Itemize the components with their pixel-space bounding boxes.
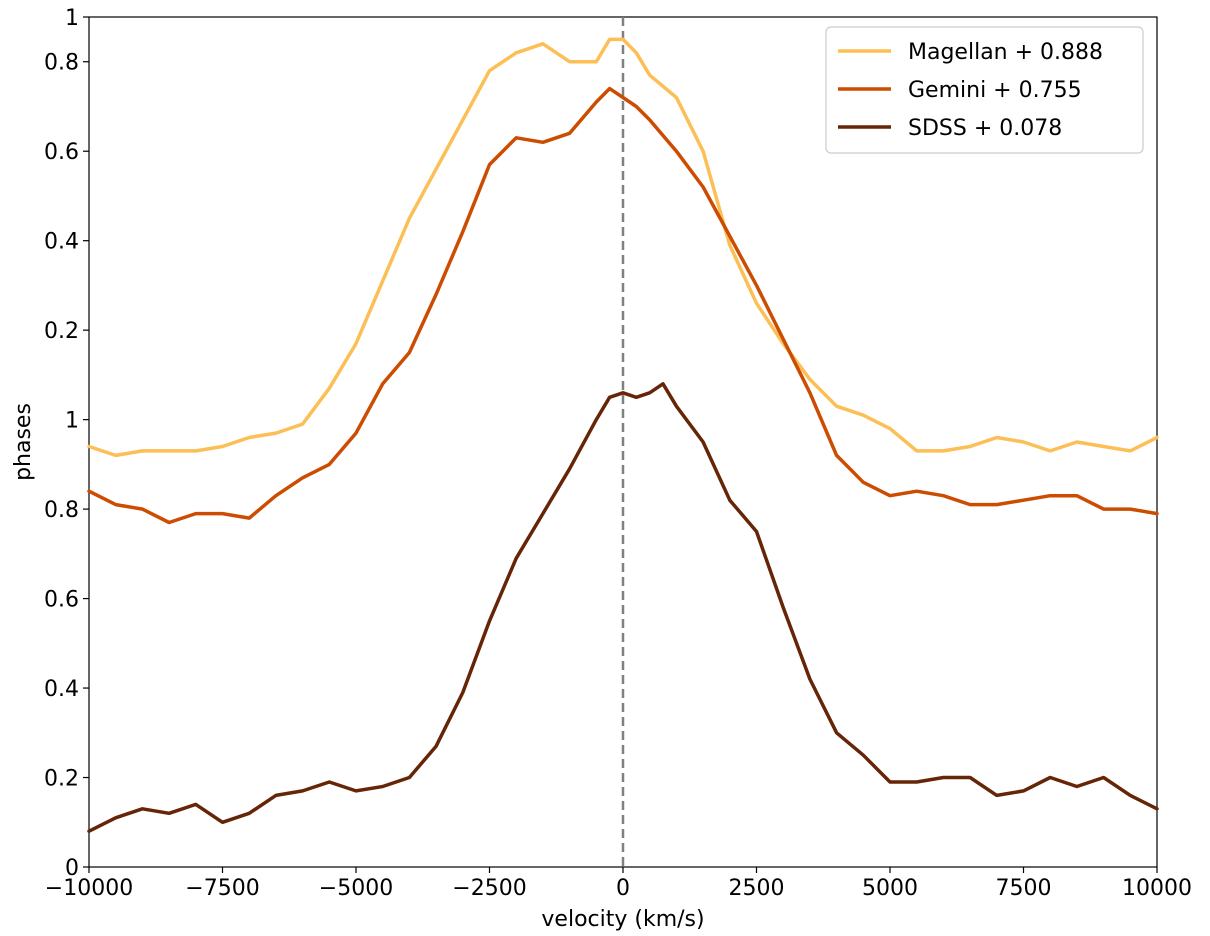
legend-box [825,26,1144,154]
series-line-1 [87,86,1159,525]
series-line-2 [87,382,1159,833]
x-tick-label: −10000 [45,876,133,901]
legend-label: Gemini + 0.755 [908,78,1082,103]
y-axis-label: phases [11,403,36,481]
y-tick-label: 0.6 [44,140,79,165]
x-axis-ticks: −10000 −7500 −5000 −2500 0 2500 5000 7500 10000 [45,867,1192,901]
series-layer [87,37,1159,833]
y-tick-label: 1 [65,6,79,31]
x-tick-label: 10000 [1122,876,1192,901]
x-tick-label: −5000 [319,876,393,901]
x-tick-label: −7500 [185,876,259,901]
y-tick-label: 0.2 [44,319,79,344]
legend: Magellan + 0.888 Gemini + 0.755 SDSS + 0.0… [825,26,1144,154]
series-line-0 [87,37,1159,458]
y-tick-label: 0.2 [44,767,79,792]
x-axis-label: velocity (km/s) [541,907,704,932]
y-tick-label: 0.8 [44,498,79,523]
legend-label: Magellan + 0.888 [908,40,1103,65]
y-tick-label: 0 [65,856,79,881]
y-tick-label: 0.4 [44,677,79,702]
legend-label: SDSS + 0.078 [908,116,1062,141]
x-tick-label: 2500 [729,876,785,901]
x-tick-label: 7500 [996,876,1052,901]
y-axis-ticks: 0 0.2 0.4 0.6 0.8 1 0.2 0.4 0.6 0.8 1 [44,6,89,881]
y-tick-label: 1 [65,409,79,434]
y-tick-label: 0.6 [44,588,79,613]
x-tick-label: 0 [616,876,630,901]
x-tick-label: −2500 [452,876,526,901]
x-tick-label: 5000 [862,876,918,901]
y-tick-label: 0.4 [44,230,79,255]
y-tick-label: 0.8 [44,51,79,76]
